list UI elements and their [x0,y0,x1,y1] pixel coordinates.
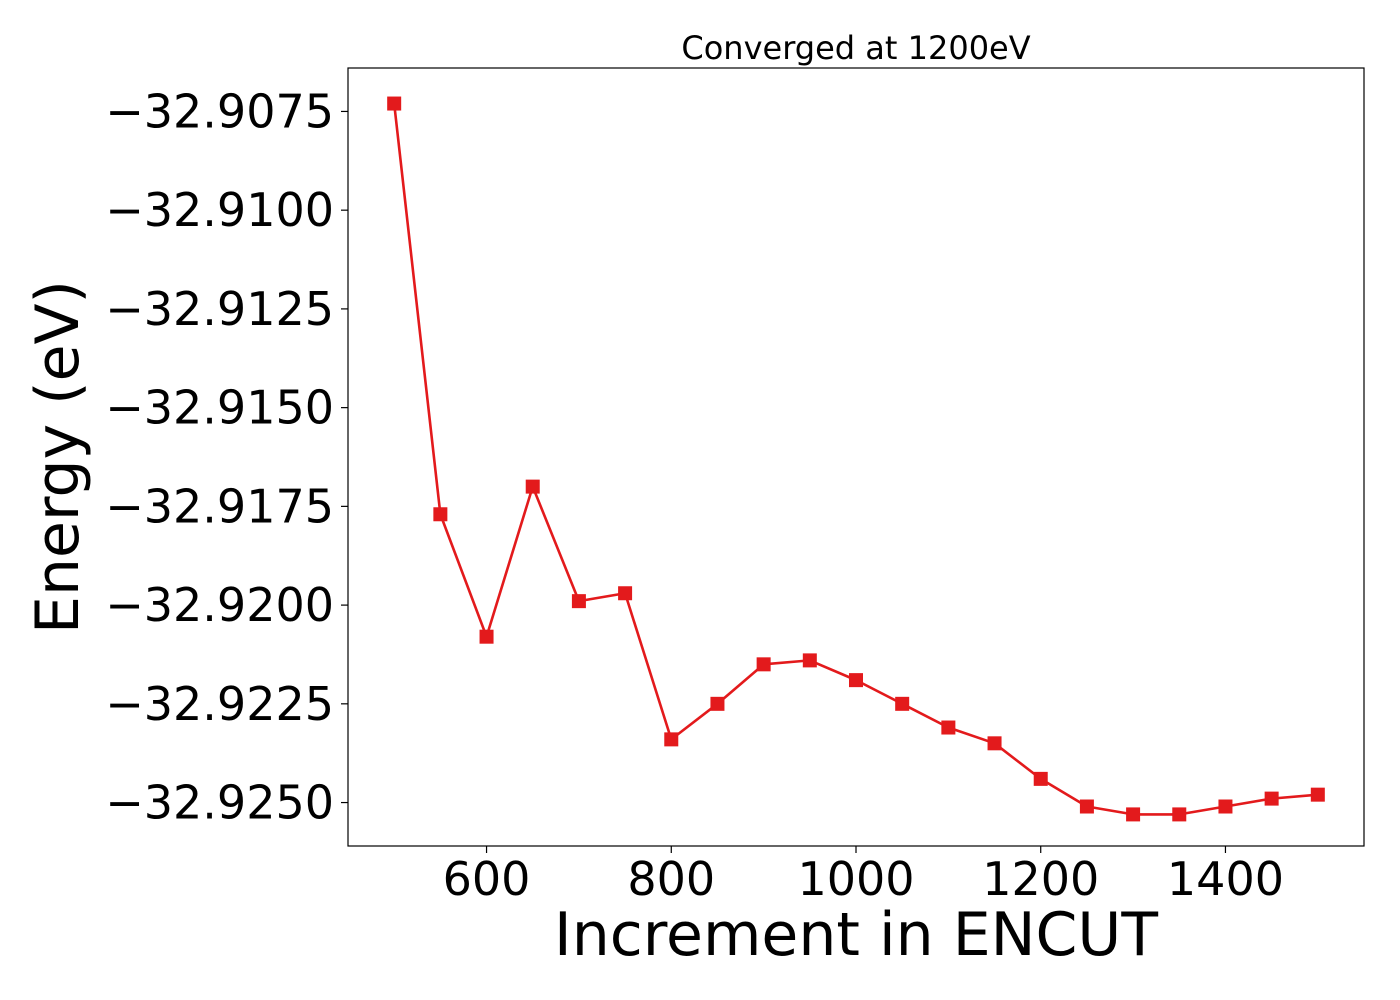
data-point [849,673,863,688]
y-tick-label: −32.9125 [105,282,334,336]
data-point [941,720,956,735]
data-point [1310,787,1325,802]
data-point [710,696,725,711]
x-tick-label: 1400 [1167,852,1284,906]
series-layer [387,96,1325,822]
data-point [387,96,402,111]
data-point [1172,807,1187,822]
data-point [987,736,1002,751]
data-point [618,586,633,601]
data-point [1079,799,1094,814]
x-tick-label: 1200 [982,852,1099,906]
x-axis-label: Increment in ENCUT [554,900,1158,970]
y-tick-label: −32.9200 [105,578,334,632]
y-tick-label: −32.9075 [105,84,334,138]
data-point [479,629,494,644]
data-point [571,594,586,609]
data-point [525,479,540,494]
data-point [1218,799,1233,814]
data-point [756,657,771,672]
data-point [433,507,448,522]
y-tick-label: −32.9150 [105,381,334,435]
x-tick-label: 800 [627,852,715,906]
x-tick-label: 600 [443,852,531,906]
y-tick-label: −32.9250 [105,776,334,830]
y-tick-label: −32.9100 [105,183,334,237]
chart-title: Converged at 1200eV [681,29,1030,67]
y-tick-label: −32.9225 [105,677,334,731]
data-point [1126,807,1141,822]
x-axis-ticks: 600 800 1000 1200 1400 [443,846,1284,906]
data-point [1264,791,1279,806]
y-axis-ticks: −32.9075 −32.9100 −32.9125 −32.9150 −32.9175… [105,84,348,830]
plot-frame [347,67,1365,847]
data-point [1033,771,1048,786]
data-point [664,732,679,747]
data-point [802,653,817,668]
y-tick-label: −32.9175 [105,479,334,533]
y-axis-label: Energy (eV) [23,280,93,634]
x-tick-label: 1000 [797,852,914,906]
data-point [895,696,910,711]
